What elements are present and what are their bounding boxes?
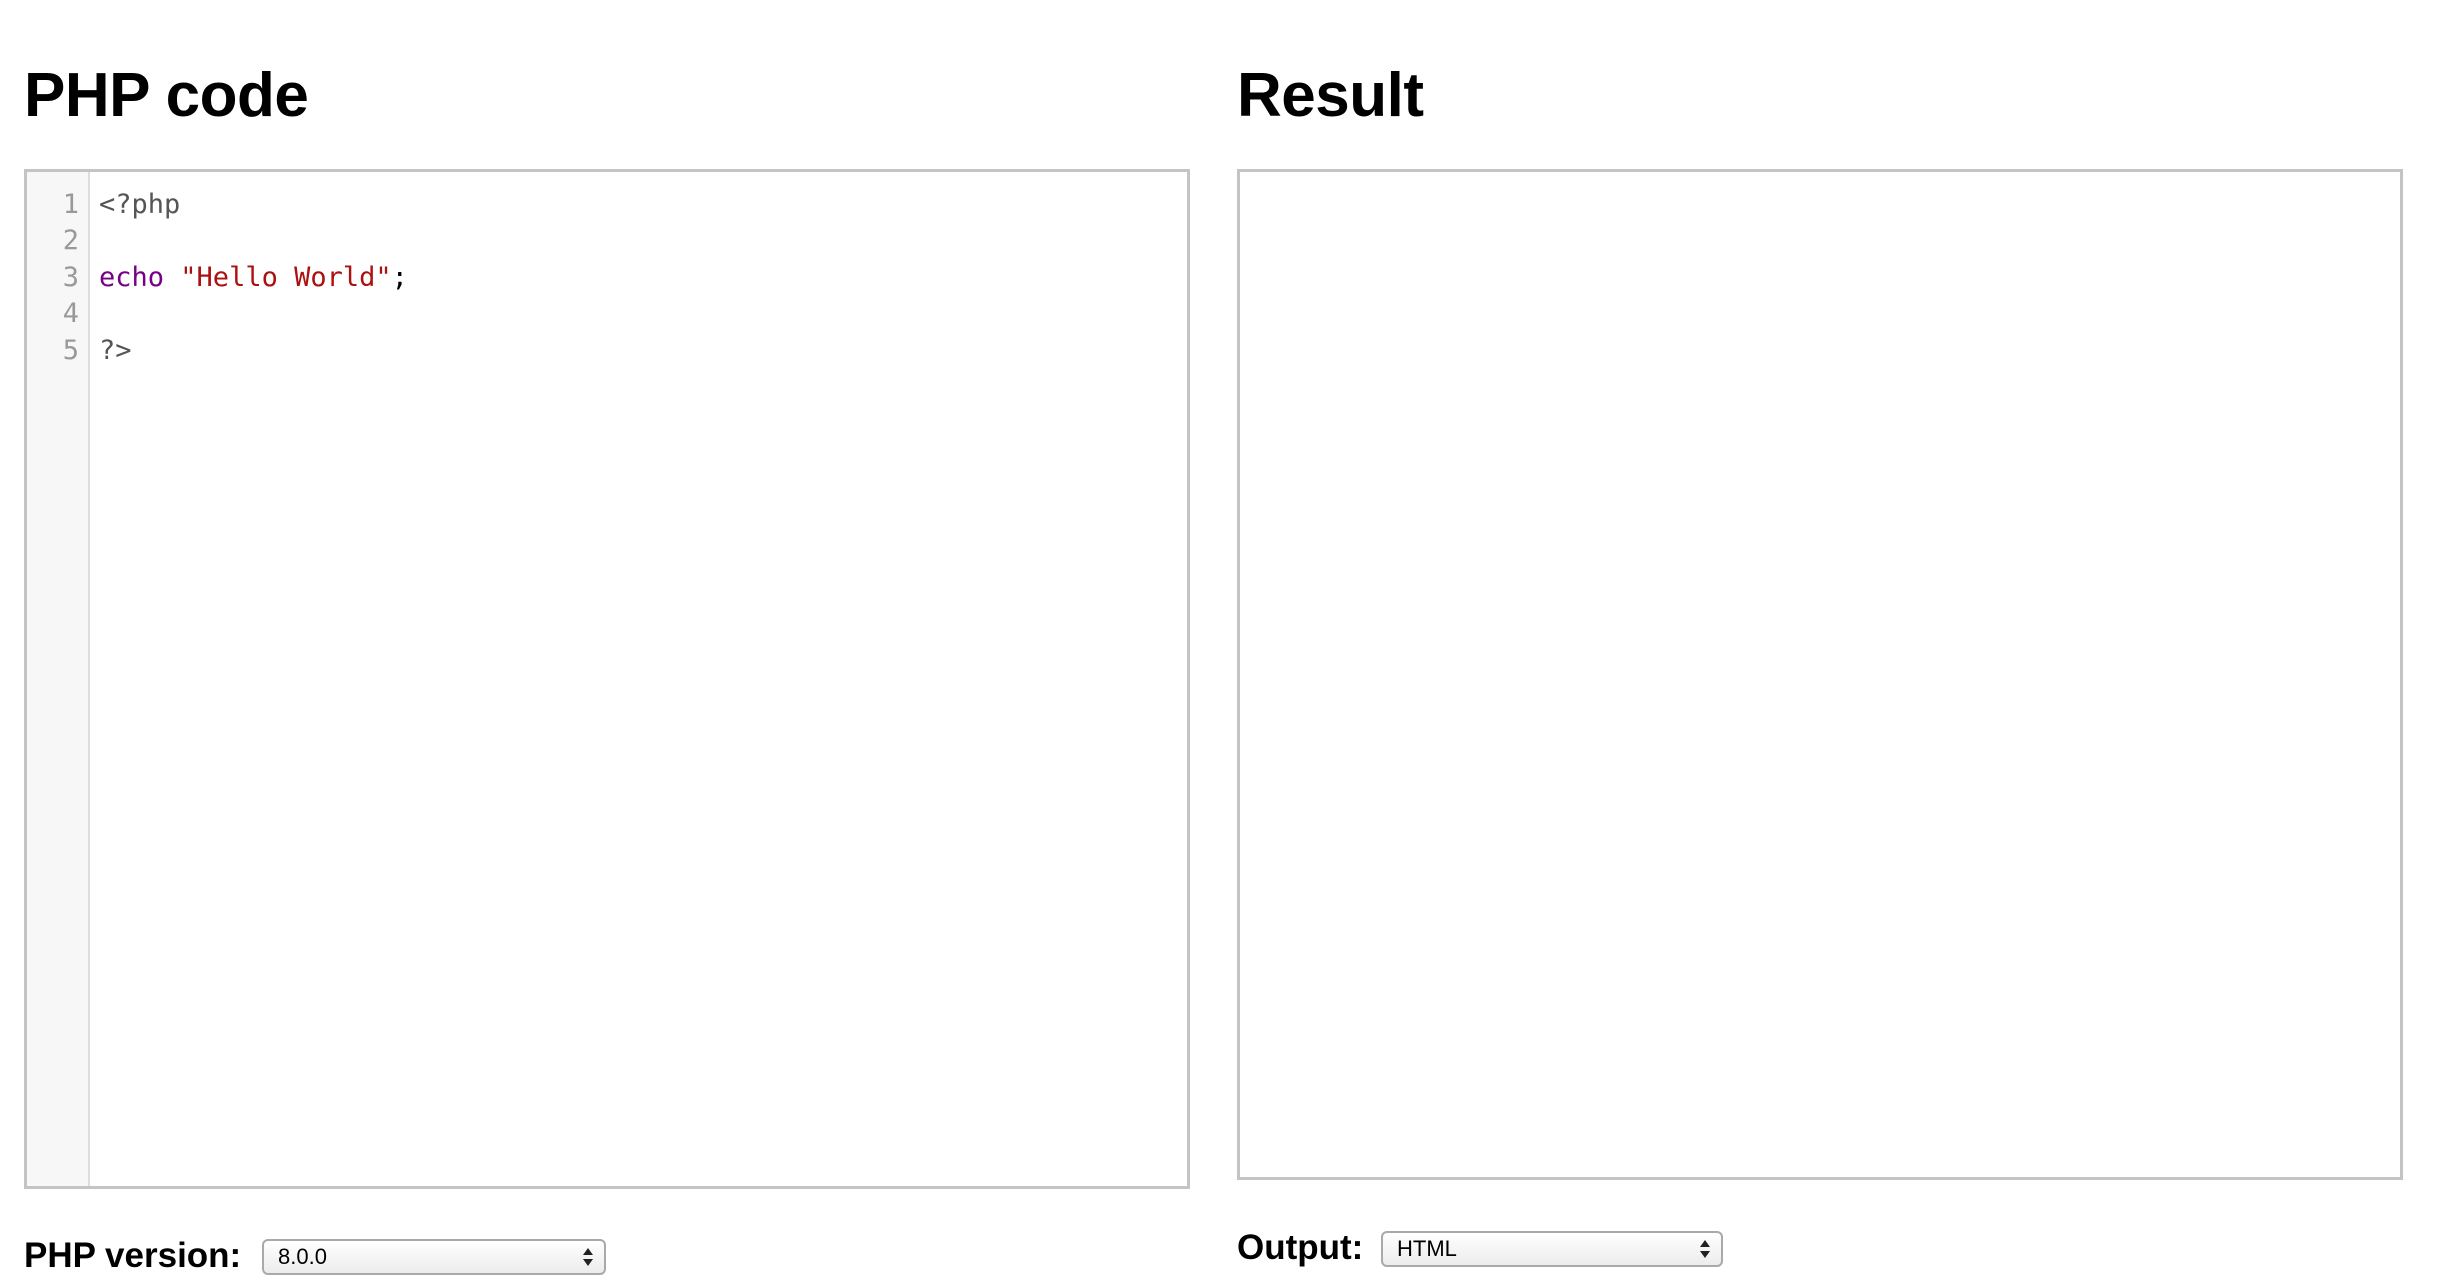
result-panel xyxy=(1237,169,2403,1180)
output-format-select[interactable]: HTML xyxy=(1381,1231,1723,1267)
code-line[interactable]: <?php xyxy=(99,187,408,223)
php-code-title: PHP code xyxy=(24,61,309,130)
select-arrows-icon xyxy=(582,1246,594,1268)
php-version-select[interactable]: 8.0.0 xyxy=(262,1239,606,1275)
line-number: 5 xyxy=(62,334,79,366)
code-line[interactable]: ?> xyxy=(99,333,408,369)
result-title: Result xyxy=(1237,61,1424,130)
code-token-meta: <?php xyxy=(99,189,181,220)
code-line[interactable]: echo "Hello World"; xyxy=(99,260,408,296)
code-editor[interactable]: 1 2 3 4 5 <?php echo "Hello World"; ?> xyxy=(24,169,1190,1189)
line-number: 4 xyxy=(62,298,79,330)
code-line[interactable] xyxy=(99,223,408,259)
output-format-value: HTML xyxy=(1397,1236,1457,1261)
line-number: 1 xyxy=(62,189,79,220)
code-token-plain: ; xyxy=(391,261,408,293)
code-token-keyword: echo xyxy=(99,261,165,293)
code-token-plain xyxy=(164,262,180,293)
php-version-label: PHP version: xyxy=(24,1236,242,1275)
php-version-value: 8.0.0 xyxy=(278,1244,327,1269)
output-label: Output: xyxy=(1237,1228,1364,1267)
code-content[interactable]: <?php echo "Hello World"; ?> xyxy=(99,187,408,369)
line-number-gutter: 1 2 3 4 5 xyxy=(27,172,90,1186)
line-number: 2 xyxy=(62,225,79,257)
code-token-string: "Hello World" xyxy=(180,261,392,293)
code-token-meta: ?> xyxy=(99,334,132,366)
line-number: 3 xyxy=(62,261,79,293)
code-line[interactable] xyxy=(99,296,408,332)
select-arrows-icon xyxy=(1699,1238,1711,1260)
